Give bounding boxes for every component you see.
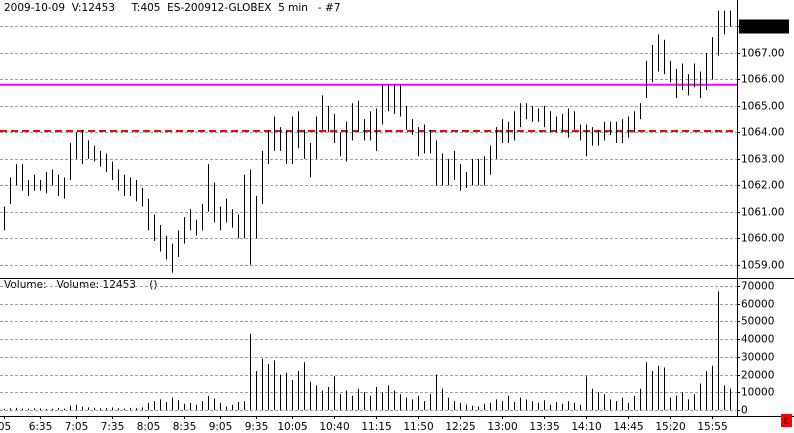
- y-tick-label: 50000: [741, 316, 774, 328]
- y-tick-label: 1062.00: [741, 180, 784, 192]
- x-tick-label: 15:55: [697, 421, 727, 433]
- volume-title: Volume: Volume: 12453 (): [4, 279, 157, 291]
- y-tick-label: 1067.00: [741, 48, 784, 60]
- y-tick-label: 10000: [741, 387, 774, 399]
- x-tick-label: 9:05: [209, 421, 233, 433]
- x-tick-label: 6:35: [29, 421, 53, 433]
- x-tick-label: 05: [0, 421, 11, 433]
- x-tick-label: 9:35: [245, 421, 269, 433]
- corner-label: E: [784, 417, 790, 427]
- x-tick-label: 12:25: [445, 421, 475, 433]
- y-tick-label: 1060.00: [741, 233, 784, 245]
- y-tick-label: 1059.00: [741, 260, 784, 272]
- x-tick-label: 10:40: [319, 421, 349, 433]
- y-tick-label: 70000: [741, 281, 774, 293]
- x-tick-label: 8:35: [173, 421, 197, 433]
- x-tick-label: 10:05: [277, 421, 307, 433]
- x-tick-label: 7:35: [101, 421, 125, 433]
- x-tick-label: 14:45: [613, 421, 643, 433]
- y-tick-label: 60000: [741, 299, 774, 311]
- x-tick-label: 7:05: [65, 421, 89, 433]
- x-tick-label: 13:00: [487, 421, 517, 433]
- x-tick-label: 11:15: [361, 421, 391, 433]
- y-tick-label: 1066.00: [741, 74, 784, 86]
- x-tick-label: 15:20: [655, 421, 685, 433]
- x-tick-label: 14:10: [571, 421, 601, 433]
- y-tick-label: 1061.00: [741, 207, 784, 219]
- corner-box: [781, 414, 792, 427]
- x-tick-label: 11:50: [403, 421, 433, 433]
- y-tick-label: 1065.00: [741, 101, 784, 113]
- x-tick-label: 13:35: [529, 421, 559, 433]
- y-tick-label: 0: [741, 405, 748, 417]
- y-tick-label: 1064.00: [741, 127, 784, 139]
- y-tick-label: 1068.00: [741, 21, 784, 33]
- x-tick-label: 8:05: [137, 421, 161, 433]
- y-tick-label: 40000: [741, 334, 774, 346]
- y-tick-label: 1063.00: [741, 154, 784, 166]
- last-value-box: [739, 19, 789, 34]
- y-tick-label: 20000: [741, 370, 774, 382]
- chart-title: 2009-10-09 V:12453 T:405 ES-200912-GLOBE…: [4, 2, 341, 14]
- y-tick-label: 30000: [741, 352, 774, 364]
